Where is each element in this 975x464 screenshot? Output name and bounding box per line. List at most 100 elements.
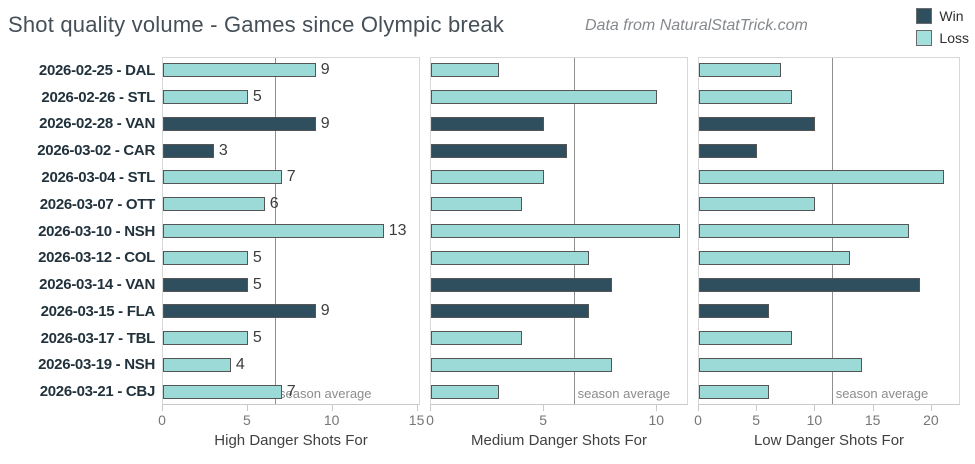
axis-tick	[430, 405, 431, 411]
bar-value-label: 5	[252, 248, 262, 266]
axis-tick-label: 0	[426, 412, 434, 428]
bar-loss	[163, 224, 384, 238]
axis-tick-label: 0	[158, 412, 166, 428]
axis-tick	[872, 405, 874, 411]
bar-win	[431, 116, 545, 131]
chart-title: Shot quality volume - Games since Olympi…	[8, 12, 505, 37]
legend-swatch-loss	[916, 30, 933, 46]
axis-tick-label: 0	[694, 412, 702, 428]
axis-tick-label: 5	[752, 412, 761, 428]
bar-win	[431, 277, 613, 292]
axis-tick-label: 20	[923, 412, 939, 428]
axis-tick	[416, 405, 418, 411]
bar-loss	[163, 331, 248, 346]
bar-loss	[431, 331, 522, 346]
row-label: 2026-02-28 - VAN	[39, 115, 155, 133]
bar-win	[163, 143, 214, 158]
row-label: 2026-02-26 - STL	[41, 88, 155, 106]
bar-loss	[163, 90, 248, 105]
axis-tick-label: 10	[323, 412, 340, 428]
bar-win	[699, 304, 769, 319]
bar-loss	[431, 357, 613, 372]
bar-value-label: 7	[286, 382, 296, 400]
bar-win	[699, 277, 921, 292]
season-average-label: season average	[577, 386, 671, 401]
row-label: 2026-02-25 - DAL	[38, 61, 155, 79]
bar-win	[163, 304, 316, 319]
axis-tick	[331, 405, 333, 411]
bar-value-label: 3	[218, 141, 228, 159]
bar-loss	[699, 63, 781, 78]
bar-loss	[431, 197, 522, 212]
axis-tick	[930, 405, 932, 411]
season-average-label: season average	[279, 386, 372, 401]
bar-loss	[431, 90, 658, 105]
axis-title: High Danger Shots For	[214, 432, 368, 449]
axis-tick-label: 5	[242, 412, 251, 428]
axis-tick-label: 10	[648, 412, 665, 428]
bar-value-label: 6	[269, 195, 279, 213]
bar-value-label: 13	[388, 222, 407, 239]
axis-title: Medium Danger Shots For	[471, 432, 647, 449]
bar-loss	[699, 170, 944, 185]
bar-loss	[699, 331, 793, 346]
row-label: 2026-03-15 - FLA	[40, 302, 156, 320]
bar-value-label: 9	[320, 114, 330, 132]
axis-tick-label: 5	[539, 412, 548, 428]
bar-loss	[163, 357, 231, 372]
axis-title: Low Danger Shots For	[753, 432, 905, 449]
legend-item-loss: Loss	[916, 27, 969, 49]
bar-value-label: 5	[252, 275, 262, 293]
bar-win	[431, 143, 567, 158]
bar-loss	[431, 63, 499, 78]
axis-tick	[756, 405, 758, 411]
axis-tick-label: 15	[864, 412, 881, 428]
bar-win	[163, 277, 248, 292]
axis-tick	[246, 405, 248, 411]
panel-high-danger-shots-for: season average 9 5 9 3 7 6 13 5 5 9 5 4 7	[162, 57, 420, 405]
legend-swatch-win	[916, 8, 933, 24]
bar-value-label: 4	[235, 355, 245, 373]
bar-win	[699, 143, 758, 158]
row-label: 2026-03-21 - CBJ	[39, 383, 156, 401]
bar-value-label: 9	[320, 61, 330, 79]
row-label: 2026-03-17 - TBL	[40, 329, 156, 347]
axis-tick	[814, 405, 816, 411]
legend-item-win: Win	[916, 5, 969, 27]
row-label: 2026-03-07 - OTT	[39, 195, 156, 213]
bar-win	[431, 304, 590, 319]
panel-low-danger-shots-for: season average	[698, 57, 960, 405]
bar-loss	[699, 384, 769, 399]
legend-label-win: Win	[939, 8, 964, 24]
axis-tick-label: 10	[806, 412, 823, 428]
legend: Win Loss	[916, 5, 969, 49]
bar-loss	[699, 90, 793, 105]
bar-loss	[431, 250, 590, 265]
row-label: 2026-03-10 - NSH	[38, 222, 155, 240]
row-label: 2026-03-12 - COL	[38, 249, 155, 267]
axis-tick	[656, 405, 658, 411]
bar-win	[699, 116, 816, 131]
bar-value-label: 7	[286, 168, 296, 186]
row-label: 2026-03-04 - STL	[41, 168, 155, 186]
panel-medium-danger-shots-for: season average	[430, 57, 688, 405]
bar-loss	[163, 384, 282, 399]
axis-tick	[698, 405, 699, 411]
row-label: 2026-03-02 - CAR	[37, 142, 155, 160]
data-source-note: Data from NaturalStatTrick.com	[585, 17, 808, 34]
bar-value-label: 5	[252, 329, 262, 347]
row-label: 2026-03-19 - NSH	[38, 356, 155, 374]
bar-loss	[163, 197, 265, 212]
axis-tick	[543, 405, 545, 411]
bar-loss	[163, 170, 282, 185]
bar-loss	[699, 224, 909, 238]
bar-loss	[699, 197, 816, 212]
bar-loss	[699, 250, 851, 265]
bar-value-label: 9	[320, 302, 330, 320]
bar-loss	[431, 384, 499, 399]
season-average-label: season average	[835, 386, 929, 401]
bar-loss	[431, 170, 545, 185]
bar-loss	[163, 63, 316, 78]
legend-label-loss: Loss	[939, 30, 969, 46]
